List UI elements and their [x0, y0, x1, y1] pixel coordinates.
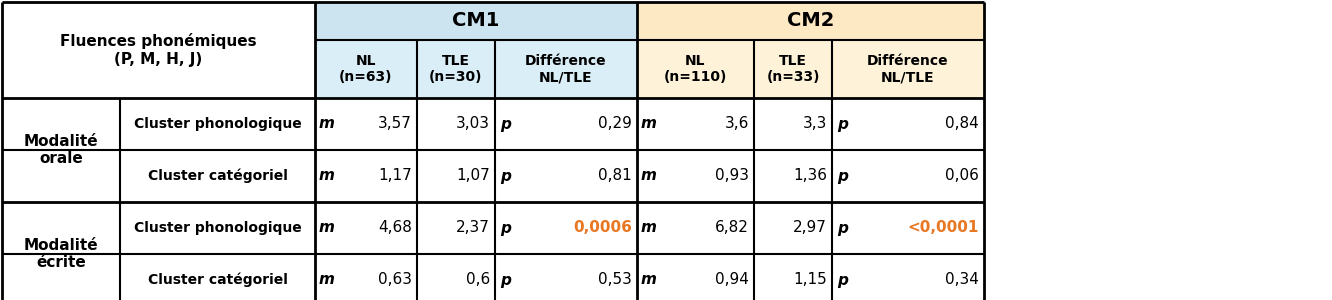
Bar — [314, 2, 637, 40]
Bar — [314, 40, 417, 98]
Bar — [3, 2, 314, 98]
Text: 2,37: 2,37 — [456, 220, 490, 236]
Text: Modalité
écrite: Modalité écrite — [24, 238, 99, 270]
Text: 0,63: 0,63 — [378, 272, 412, 287]
Text: 1,17: 1,17 — [378, 169, 412, 184]
Text: 6,82: 6,82 — [715, 220, 749, 236]
Text: TLE
(n=30): TLE (n=30) — [429, 54, 482, 84]
Text: 0,81: 0,81 — [598, 169, 631, 184]
Text: p: p — [838, 220, 848, 236]
Text: Cluster phonologique: Cluster phonologique — [133, 117, 301, 131]
Text: m: m — [318, 169, 334, 184]
Bar — [3, 202, 984, 254]
Text: CM2: CM2 — [787, 11, 834, 31]
Text: Modalité
orale: Modalité orale — [24, 134, 99, 166]
Bar — [3, 98, 984, 150]
Text: 3,57: 3,57 — [378, 116, 412, 131]
Text: p: p — [501, 169, 511, 184]
Text: NL
(n=63): NL (n=63) — [340, 54, 393, 84]
Text: Cluster catégoriel: Cluster catégoriel — [148, 169, 288, 183]
Text: m: m — [318, 116, 334, 131]
Text: 0,29: 0,29 — [598, 116, 631, 131]
Text: Cluster catégoriel: Cluster catégoriel — [148, 273, 288, 287]
Text: m: m — [641, 220, 655, 236]
Text: 0,94: 0,94 — [715, 272, 749, 287]
Bar — [832, 40, 984, 98]
Text: p: p — [838, 116, 848, 131]
Text: p: p — [501, 272, 511, 287]
Text: 0,84: 0,84 — [946, 116, 979, 131]
Text: m: m — [318, 272, 334, 287]
Text: m: m — [641, 116, 655, 131]
Text: p: p — [501, 116, 511, 131]
Text: 0,6: 0,6 — [466, 272, 490, 287]
Text: 3,6: 3,6 — [725, 116, 749, 131]
Bar — [496, 40, 637, 98]
Bar — [637, 2, 984, 40]
Text: m: m — [641, 169, 655, 184]
Text: m: m — [641, 272, 655, 287]
Text: p: p — [501, 220, 511, 236]
Text: TLE
(n=33): TLE (n=33) — [766, 54, 819, 84]
Bar — [754, 40, 832, 98]
Text: 4,68: 4,68 — [378, 220, 412, 236]
Text: 0,53: 0,53 — [598, 272, 631, 287]
Text: 0,06: 0,06 — [946, 169, 979, 184]
Text: 1,15: 1,15 — [794, 272, 827, 287]
Text: CM1: CM1 — [453, 11, 500, 31]
Text: 3,3: 3,3 — [803, 116, 827, 131]
Bar — [3, 254, 984, 300]
Text: Cluster phonologique: Cluster phonologique — [133, 221, 301, 235]
Text: <0,0001: <0,0001 — [907, 220, 979, 236]
Text: Fluences phonémiques
(P, M, H, J): Fluences phonémiques (P, M, H, J) — [60, 33, 257, 67]
Bar — [3, 150, 984, 202]
Text: 0,93: 0,93 — [715, 169, 749, 184]
Text: 0,34: 0,34 — [946, 272, 979, 287]
Text: 1,07: 1,07 — [457, 169, 490, 184]
Text: Différence
NL/TLE: Différence NL/TLE — [867, 54, 948, 84]
Text: NL
(n=110): NL (n=110) — [663, 54, 727, 84]
Text: p: p — [838, 272, 848, 287]
Bar — [417, 40, 496, 98]
Text: 2,97: 2,97 — [793, 220, 827, 236]
Text: 0,0006: 0,0006 — [573, 220, 631, 236]
Text: Différence
NL/TLE: Différence NL/TLE — [525, 54, 607, 84]
Text: p: p — [838, 169, 848, 184]
Bar — [637, 40, 754, 98]
Bar — [3, 40, 314, 98]
Text: 1,36: 1,36 — [793, 169, 827, 184]
Text: m: m — [318, 220, 334, 236]
Text: 3,03: 3,03 — [456, 116, 490, 131]
